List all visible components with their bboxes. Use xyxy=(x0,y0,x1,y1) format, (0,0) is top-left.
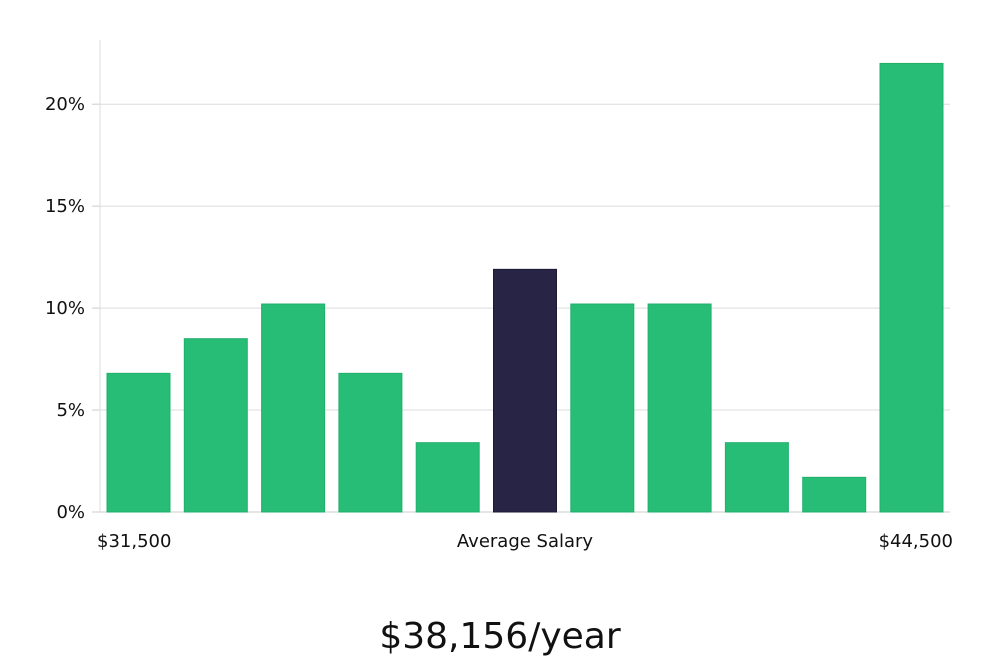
y-axis-ticks: 0% 5% 10% 15% 20% xyxy=(45,94,100,523)
bar xyxy=(183,338,248,513)
x-label-max: $44,500 xyxy=(879,531,953,552)
bar xyxy=(724,442,789,513)
y-tick-label: 15% xyxy=(45,196,85,217)
y-tick-label: 20% xyxy=(45,94,85,115)
y-tick-label: 5% xyxy=(56,400,85,421)
bar xyxy=(106,372,171,513)
y-tick-label: 10% xyxy=(45,298,85,319)
bar xyxy=(879,62,944,513)
bar-average-salary xyxy=(493,268,557,513)
bar xyxy=(647,303,712,513)
bar xyxy=(570,303,635,513)
x-label-center: Average Salary xyxy=(457,531,594,552)
bars xyxy=(106,62,944,513)
x-label-min: $31,500 xyxy=(97,531,171,552)
average-salary-value: $38,156/year xyxy=(379,616,621,657)
bar xyxy=(802,476,867,513)
bar xyxy=(261,303,326,513)
bar xyxy=(415,442,480,513)
y-tick-label: 0% xyxy=(56,502,85,523)
bar xyxy=(338,372,403,513)
